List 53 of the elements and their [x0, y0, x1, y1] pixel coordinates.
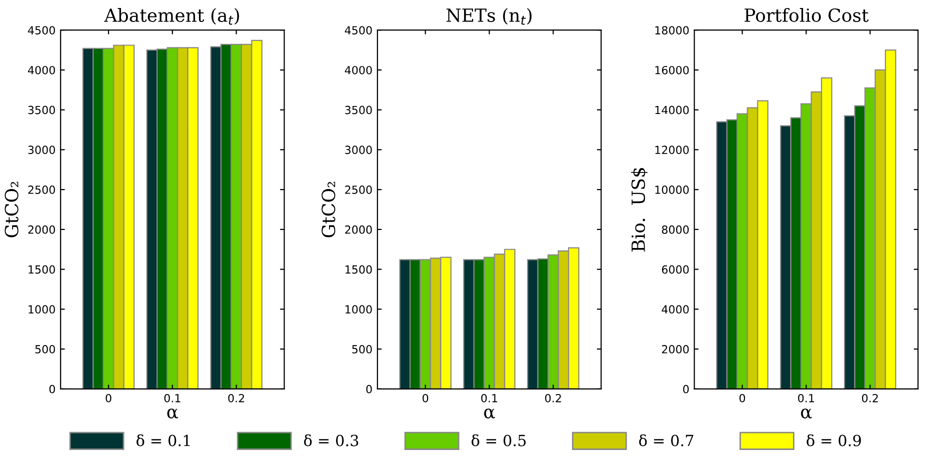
legend-label: δ = 0.3: [304, 434, 358, 446]
legend-label: δ = 0.7: [639, 434, 694, 446]
y-tick-label: 3500: [28, 106, 55, 114]
y-tick-label: 1000: [346, 305, 372, 314]
y-tick-label: 4000: [344, 66, 372, 74]
chart-title: Abatement (a$_{t}$): [104, 8, 240, 25]
y-tick-label: 1500: [346, 265, 372, 274]
y-tick-label: 500: [35, 345, 55, 354]
y-tick-label: 2000: [345, 225, 372, 234]
y-tick-label: 3500: [345, 106, 372, 114]
chart-title: NETs (n$_{t}$): [446, 8, 532, 25]
y-tick-label: 4500: [28, 26, 55, 34]
x-tick-label: 0: [422, 394, 428, 402]
y-tick-label: 12000: [655, 146, 689, 154]
y-tick-label: 500: [352, 345, 372, 354]
y-tick-label: 2000: [662, 345, 689, 354]
x-tick-label: 0.1: [164, 394, 180, 402]
y-tick-label: 3000: [28, 146, 55, 154]
y-tick-label: 0: [366, 384, 372, 394]
y-axis-title: Bio. US$: [631, 168, 648, 252]
y-tick-label: 2500: [345, 186, 372, 194]
y-tick-label: 14000: [655, 106, 689, 114]
x-tick-label: 0: [739, 394, 746, 402]
legend-label: δ = 0.5: [472, 434, 526, 446]
y-tick-label: 0: [683, 384, 689, 394]
y-tick-label: 4000: [662, 305, 689, 314]
x-tick-label: 0.1: [798, 394, 814, 402]
y-tick-label: 1500: [28, 265, 55, 274]
y-axis-title: GtCO₂: [4, 182, 18, 238]
x-axis-title: α: [167, 408, 178, 418]
y-tick-label: 2000: [28, 225, 55, 234]
y-tick-label: 4500: [344, 26, 372, 34]
y-tick-label: 1000: [28, 305, 55, 314]
y-tick-label: 8000: [662, 225, 689, 234]
legend-label: δ = 0.9: [806, 434, 861, 446]
y-tick-label: 2500: [28, 186, 55, 194]
x-axis-title: α: [800, 408, 812, 418]
y-tick-label: 16000: [655, 66, 689, 74]
chart-title: Portfolio Cost: [744, 8, 869, 22]
y-tick-label: 0: [49, 384, 55, 394]
y-axis-title: GtCO₂: [322, 182, 336, 238]
y-tick-label: 3000: [345, 146, 372, 154]
y-tick-label: 10000: [655, 186, 689, 194]
x-tick-label: 0.2: [228, 394, 244, 402]
x-tick-label: 0: [106, 394, 112, 402]
x-axis-title: α: [484, 408, 495, 418]
x-tick-label: 0.2: [545, 394, 561, 402]
y-tick-label: 18000: [655, 26, 689, 34]
y-tick-label: 4000: [28, 66, 55, 74]
x-tick-label: 0.2: [862, 394, 878, 402]
x-tick-label: 0.1: [481, 394, 498, 402]
legend-label: δ = 0.1: [136, 434, 190, 446]
y-tick-label: 6000: [662, 265, 689, 274]
